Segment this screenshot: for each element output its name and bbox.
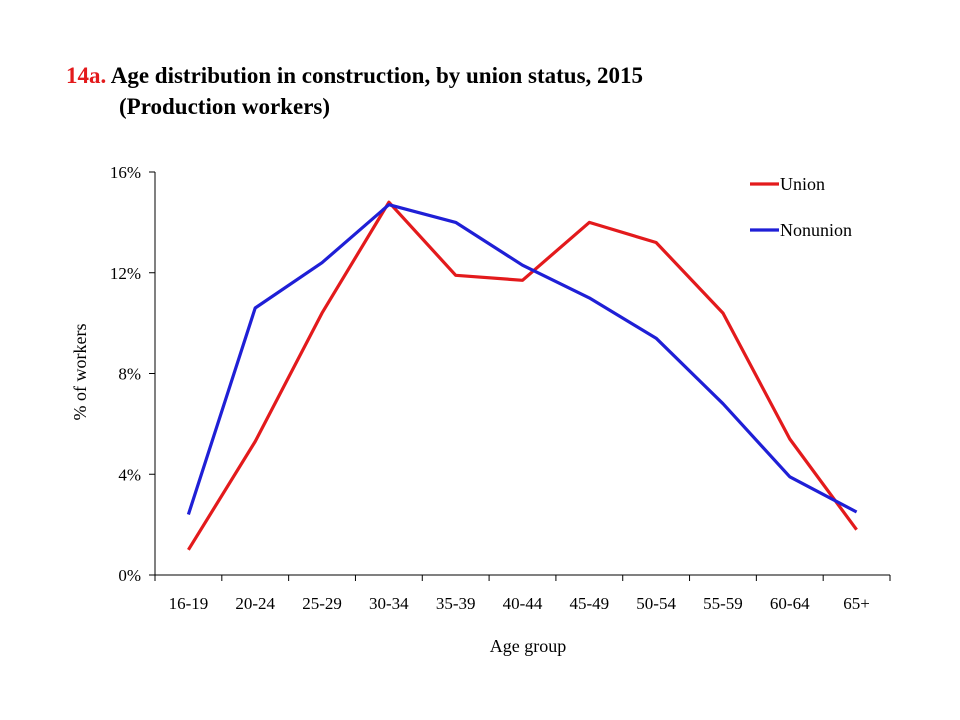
- x-tick-label: 16-19: [169, 594, 209, 613]
- x-tick-label: 35-39: [436, 594, 476, 613]
- chart-title: 14a. Age distribution in construction, b…: [66, 60, 643, 122]
- x-tick-label: 20-24: [235, 594, 275, 613]
- series-layer: [186, 200, 858, 551]
- x-tick-label: 60-64: [770, 594, 810, 613]
- chart-subtitle: (Production workers): [119, 94, 331, 119]
- series-line-union: [187, 200, 858, 551]
- x-tick-label: 30-34: [369, 594, 409, 613]
- legend-label: Union: [780, 174, 825, 194]
- legend: Union Nonunion: [750, 174, 852, 240]
- x-tick-label: 55-59: [703, 594, 743, 613]
- y-tick-label: 0%: [118, 566, 141, 585]
- series-line-nonunion: [186, 203, 858, 515]
- y-tick-label: 8%: [118, 365, 141, 384]
- x-tick-label: 45-49: [569, 594, 609, 613]
- x-axis-label: Age group: [490, 636, 566, 656]
- x-tick-label: 25-29: [302, 594, 342, 613]
- y-axis-label: % of workers: [70, 324, 90, 421]
- x-tick-label: 50-54: [636, 594, 676, 613]
- y-tick-label: 16%: [110, 163, 141, 182]
- x-tick-label: 65+: [843, 594, 870, 613]
- y-tick-label: 4%: [118, 465, 141, 484]
- legend-label: Nonunion: [780, 220, 852, 240]
- y-tick-label: 12%: [110, 264, 141, 283]
- title-number: 14a.: [66, 63, 107, 88]
- axes: 0% 4% 8% 12% 16% 16-19 20-24 25-29 30-34 35-39 40-…: [110, 163, 891, 613]
- title-text: Age distribution in construction, by uni…: [110, 63, 644, 88]
- x-tick-label: 40-44: [503, 594, 543, 613]
